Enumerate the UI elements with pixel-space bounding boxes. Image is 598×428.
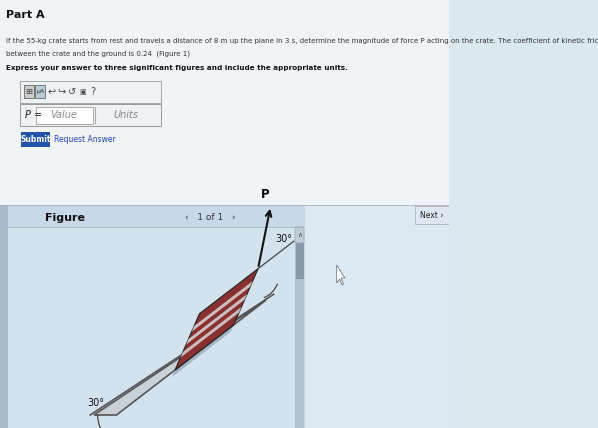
FancyBboxPatch shape: [295, 227, 304, 243]
Polygon shape: [337, 265, 345, 285]
Polygon shape: [175, 269, 258, 370]
Text: 30°: 30°: [276, 234, 292, 244]
FancyBboxPatch shape: [0, 205, 8, 428]
Text: ⊞: ⊞: [26, 87, 32, 96]
Text: If the 55-kg crate starts from rest and travels a distance of 8 m up the plane i: If the 55-kg crate starts from rest and …: [6, 38, 598, 44]
Text: Express your answer to three significant figures and include the appropriate uni: Express your answer to three significant…: [6, 65, 348, 71]
FancyBboxPatch shape: [415, 206, 448, 224]
Polygon shape: [186, 294, 247, 345]
Text: between the crate and the ground is 0.24  (Figure 1): between the crate and the ground is 0.24…: [6, 50, 190, 56]
Text: P: P: [261, 188, 269, 201]
Text: Submit: Submit: [20, 134, 51, 143]
FancyBboxPatch shape: [36, 107, 93, 124]
Text: Units: Units: [114, 110, 139, 120]
FancyBboxPatch shape: [305, 205, 449, 428]
FancyBboxPatch shape: [21, 131, 50, 146]
Text: μA: μA: [36, 89, 44, 94]
Text: ?: ?: [91, 87, 96, 97]
Text: ↩: ↩: [47, 87, 55, 97]
FancyBboxPatch shape: [35, 85, 45, 98]
FancyBboxPatch shape: [0, 205, 449, 428]
Text: P =: P =: [25, 110, 42, 120]
Polygon shape: [94, 300, 266, 415]
FancyBboxPatch shape: [24, 85, 34, 98]
Text: Figure: Figure: [45, 213, 85, 223]
Text: Part A: Part A: [6, 10, 45, 20]
Text: Request Answer: Request Answer: [54, 134, 116, 143]
Text: ∧: ∧: [297, 232, 303, 238]
Polygon shape: [191, 281, 253, 332]
FancyBboxPatch shape: [8, 227, 301, 428]
Text: ↪: ↪: [57, 87, 66, 97]
FancyBboxPatch shape: [20, 104, 161, 126]
FancyBboxPatch shape: [295, 227, 304, 428]
FancyBboxPatch shape: [295, 243, 304, 279]
Text: ▣: ▣: [80, 89, 86, 95]
FancyBboxPatch shape: [0, 0, 449, 205]
Text: ‹   1 of 1   ›: ‹ 1 of 1 ›: [185, 212, 236, 222]
Text: Value: Value: [50, 110, 77, 120]
Polygon shape: [172, 325, 234, 377]
Polygon shape: [181, 307, 242, 358]
Text: ↺: ↺: [68, 87, 76, 97]
FancyBboxPatch shape: [20, 81, 161, 103]
Text: 30°: 30°: [87, 398, 104, 408]
Text: Next ›: Next ›: [420, 211, 443, 220]
